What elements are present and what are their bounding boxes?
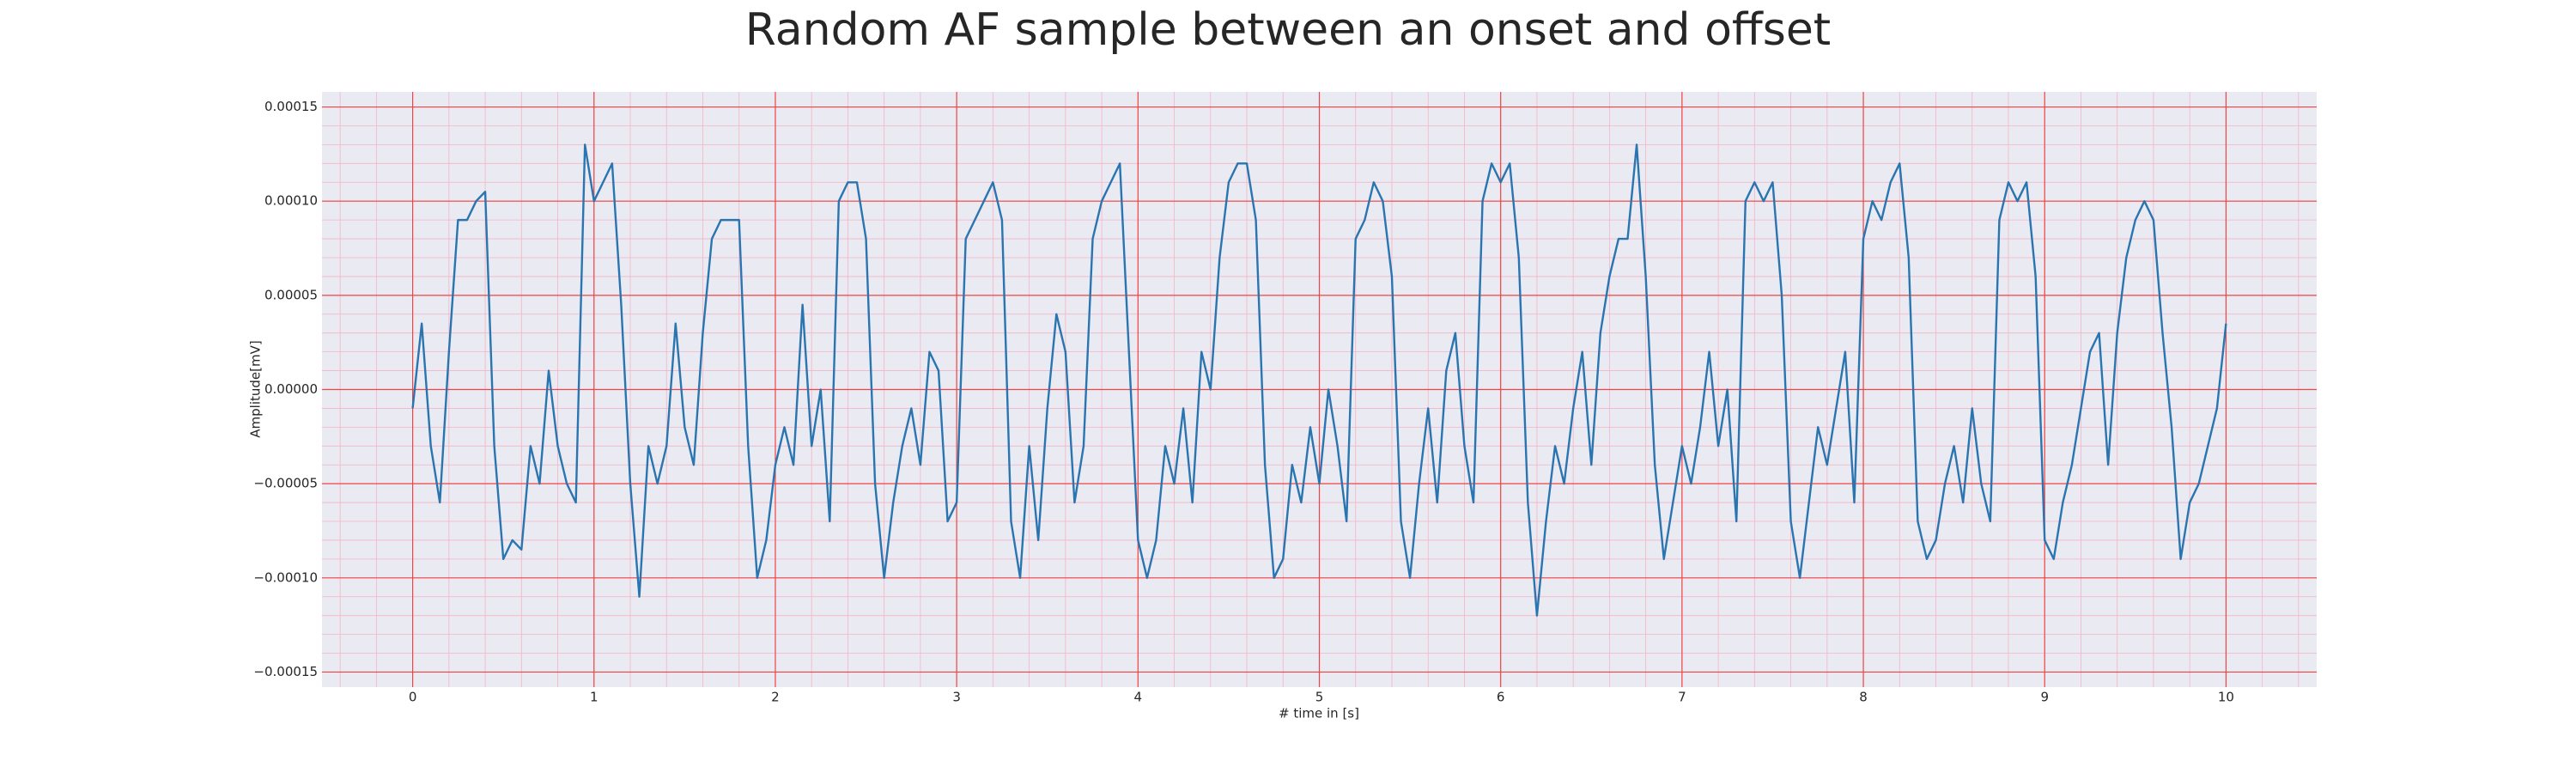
signal-line bbox=[411, 143, 2227, 617]
y-tick-label: −0.00005 bbox=[253, 476, 318, 491]
x-tick-label: 0 bbox=[409, 690, 417, 705]
x-tick-label: 10 bbox=[2218, 690, 2234, 705]
x-tick-label: 6 bbox=[1497, 690, 1505, 705]
chart-title: Random AF sample between an onset and of… bbox=[745, 4, 1831, 56]
y-tick-label: 0.00000 bbox=[264, 381, 318, 397]
x-tick-label: 9 bbox=[2040, 690, 2049, 705]
x-tick-label: 4 bbox=[1134, 690, 1143, 705]
y-axis-label: Amplitude[mV] bbox=[248, 340, 264, 437]
x-tick-label: 3 bbox=[952, 690, 961, 705]
x-tick-label: 8 bbox=[1859, 690, 1868, 705]
y-tick-label: −0.00010 bbox=[253, 569, 318, 585]
x-axis-label: # time in [s] bbox=[1279, 706, 1359, 721]
y-tick-label: 0.00005 bbox=[264, 287, 318, 302]
x-tick-label: 1 bbox=[590, 690, 598, 705]
x-tick-label: 5 bbox=[1315, 690, 1324, 705]
y-tick-label: 0.00015 bbox=[264, 99, 318, 114]
x-tick-label: 2 bbox=[771, 690, 780, 705]
x-tick-label: 7 bbox=[1678, 690, 1686, 705]
grid bbox=[322, 92, 2317, 687]
y-tick-label: −0.00015 bbox=[253, 664, 318, 679]
y-tick-label: 0.00010 bbox=[264, 193, 318, 209]
